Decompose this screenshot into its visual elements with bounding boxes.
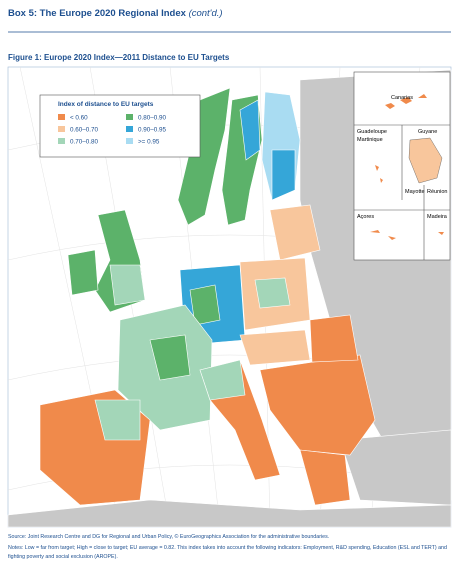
inset-label: Martinique (357, 137, 383, 143)
legend-label: 0.70–0.80 (70, 139, 99, 146)
notes: Notes: Low = far from target; High = clo… (8, 545, 447, 551)
legend-box (39, 94, 201, 158)
inset-label: Mayotte (405, 189, 425, 195)
box-title: Box 5: The Europe 2020 Regional Index (c… (8, 8, 223, 19)
legend-swatch (126, 114, 133, 120)
legend-title: Index of distance to EU targets (58, 101, 154, 108)
inset-label: Guyane (418, 129, 437, 135)
legend-label: 0.80–0.90 (138, 115, 167, 122)
map (7, 69, 452, 528)
figure-title: Figure 1: Europe 2020 Index—2011 Distanc… (8, 53, 230, 62)
inset-label: Açores (357, 214, 374, 220)
legend: Index of distance to EU targets < 0.60 0.… (39, 94, 201, 158)
inset-label: Madeira (427, 214, 448, 220)
box-title-text: Box 5: The Europe 2020 Regional Index (8, 8, 187, 19)
inset-label: Guadeloupe (357, 129, 387, 135)
legend-swatch (126, 126, 133, 132)
legend-label: 0.90–0.95 (138, 127, 167, 134)
legend-swatch (58, 114, 65, 120)
source: Source: Joint Research Centre and DG for… (8, 533, 329, 540)
notes: fighting poverty and social exclusion (A… (8, 554, 118, 560)
inset-panel: Canarias Guadeloupe Martinique Guyane Ma… (353, 71, 451, 261)
legend-label: < 0.60 (70, 115, 88, 122)
legend-swatch (58, 138, 65, 144)
legend-swatch (58, 126, 65, 132)
box-title-note: (cont'd.) (189, 8, 223, 19)
legend-swatch (126, 138, 133, 144)
inset-label: Canarias (391, 95, 413, 101)
legend-label: >= 0.95 (138, 139, 160, 146)
legend-label: 0.60–0.70 (70, 127, 99, 134)
inset-label: Réunion (427, 189, 448, 195)
